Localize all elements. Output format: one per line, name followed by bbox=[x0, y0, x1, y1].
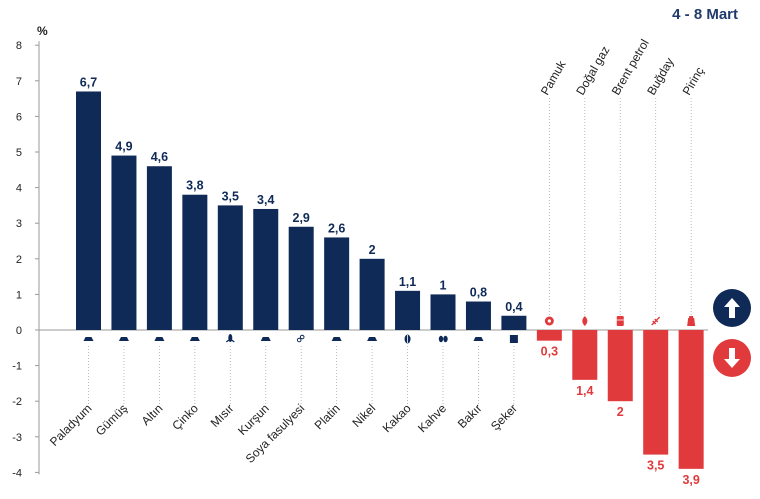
ingot-icon bbox=[367, 337, 378, 341]
bar bbox=[359, 258, 385, 330]
bar-value-label: 0,8 bbox=[470, 286, 487, 300]
y-tick-label: -3 bbox=[12, 432, 22, 444]
rice-bag-icon bbox=[687, 316, 696, 326]
category-label: Mısır bbox=[208, 401, 237, 430]
category-label: Pamuk bbox=[538, 57, 569, 97]
bar-value-label: 3,9 bbox=[682, 473, 699, 487]
y-tick-label: 8 bbox=[16, 40, 22, 52]
ingot-icon bbox=[118, 337, 129, 341]
ingot-icon bbox=[260, 337, 271, 341]
category-label: Kakao bbox=[380, 401, 414, 435]
category-label: Çinko bbox=[169, 401, 201, 433]
bar bbox=[643, 330, 669, 455]
bar bbox=[111, 155, 137, 330]
bar bbox=[76, 91, 101, 330]
sugar-cube-icon bbox=[509, 335, 518, 343]
y-tick-label: -4 bbox=[12, 467, 22, 479]
bar-value-label: 1 bbox=[440, 278, 447, 292]
bar-value-label: 3,8 bbox=[186, 179, 203, 193]
category-label: Buğday bbox=[644, 55, 676, 97]
date-range-label: 4 - 8 Mart bbox=[672, 6, 738, 23]
bar-value-label: 0,4 bbox=[505, 300, 522, 314]
flame-icon bbox=[582, 316, 588, 326]
y-tick-label: 6 bbox=[16, 111, 22, 123]
soybean-icon bbox=[296, 334, 305, 343]
corn-icon bbox=[225, 334, 235, 343]
coffee-bean-icon bbox=[438, 335, 448, 343]
bar bbox=[146, 166, 172, 330]
bar bbox=[182, 194, 208, 330]
ingot-icon bbox=[154, 337, 165, 341]
bar-value-label: 6,7 bbox=[80, 75, 97, 89]
y-tick-label: 2 bbox=[16, 254, 22, 266]
y-tick-label: 7 bbox=[16, 76, 22, 88]
down-arrow-icon bbox=[713, 339, 751, 377]
ingot-icon bbox=[189, 337, 200, 341]
bar-value-label: 3,5 bbox=[222, 189, 239, 203]
ingot-icon bbox=[473, 337, 484, 341]
bar-value-label: 2 bbox=[617, 405, 624, 419]
up-arrow-icon bbox=[713, 289, 751, 327]
category-label: Doğal gaz bbox=[573, 44, 612, 98]
bar-value-label: 2,9 bbox=[293, 211, 310, 225]
cocoa-icon bbox=[404, 334, 411, 344]
bar bbox=[253, 208, 279, 330]
bar bbox=[607, 330, 633, 402]
category-label: Bakır bbox=[455, 401, 485, 431]
bar-value-label: 3,4 bbox=[257, 193, 274, 207]
bar bbox=[536, 330, 562, 341]
category-label: Paladyum bbox=[47, 401, 95, 449]
category-label: Kahve bbox=[415, 401, 449, 435]
category-label: Platin bbox=[312, 401, 343, 432]
bar bbox=[288, 226, 314, 330]
bar bbox=[324, 237, 350, 330]
y-tick-label: 4 bbox=[16, 183, 22, 195]
bar-value-label: 4,9 bbox=[115, 140, 132, 154]
bar-value-label: 2,6 bbox=[328, 221, 345, 235]
bar-value-label: 1,1 bbox=[399, 275, 416, 289]
y-axis-unit: % bbox=[37, 24, 48, 38]
y-tick-label: 0 bbox=[16, 325, 22, 337]
y-tick-label: 3 bbox=[16, 218, 22, 230]
ingot-icon bbox=[83, 337, 94, 341]
category-label: Nikel bbox=[349, 401, 378, 430]
y-tick-label: -1 bbox=[12, 361, 22, 373]
bar-value-label: 1,4 bbox=[576, 384, 593, 398]
bar bbox=[572, 330, 598, 380]
cotton-icon bbox=[544, 316, 554, 326]
bar bbox=[501, 315, 527, 330]
y-tick-label: -2 bbox=[12, 396, 22, 408]
bar bbox=[678, 330, 704, 469]
oil-barrel-icon bbox=[616, 316, 624, 326]
bar-value-label: 4,6 bbox=[151, 150, 168, 164]
bar bbox=[217, 205, 243, 330]
category-label: Pirinç bbox=[680, 65, 707, 98]
bar-value-label: 2 bbox=[369, 243, 376, 257]
bar-value-label: 3,5 bbox=[647, 459, 664, 473]
bar bbox=[465, 301, 491, 330]
y-tick-label: 1 bbox=[16, 289, 22, 301]
wheat-icon bbox=[651, 316, 661, 326]
category-label: Gümüş bbox=[93, 401, 130, 438]
category-label: Altın bbox=[139, 401, 166, 428]
y-tick-label: 5 bbox=[16, 147, 22, 159]
category-label: Şeker bbox=[488, 401, 520, 433]
bar bbox=[395, 290, 421, 330]
bar bbox=[430, 294, 456, 330]
ingot-icon bbox=[331, 337, 342, 341]
bar-value-label: 0,3 bbox=[541, 345, 558, 359]
